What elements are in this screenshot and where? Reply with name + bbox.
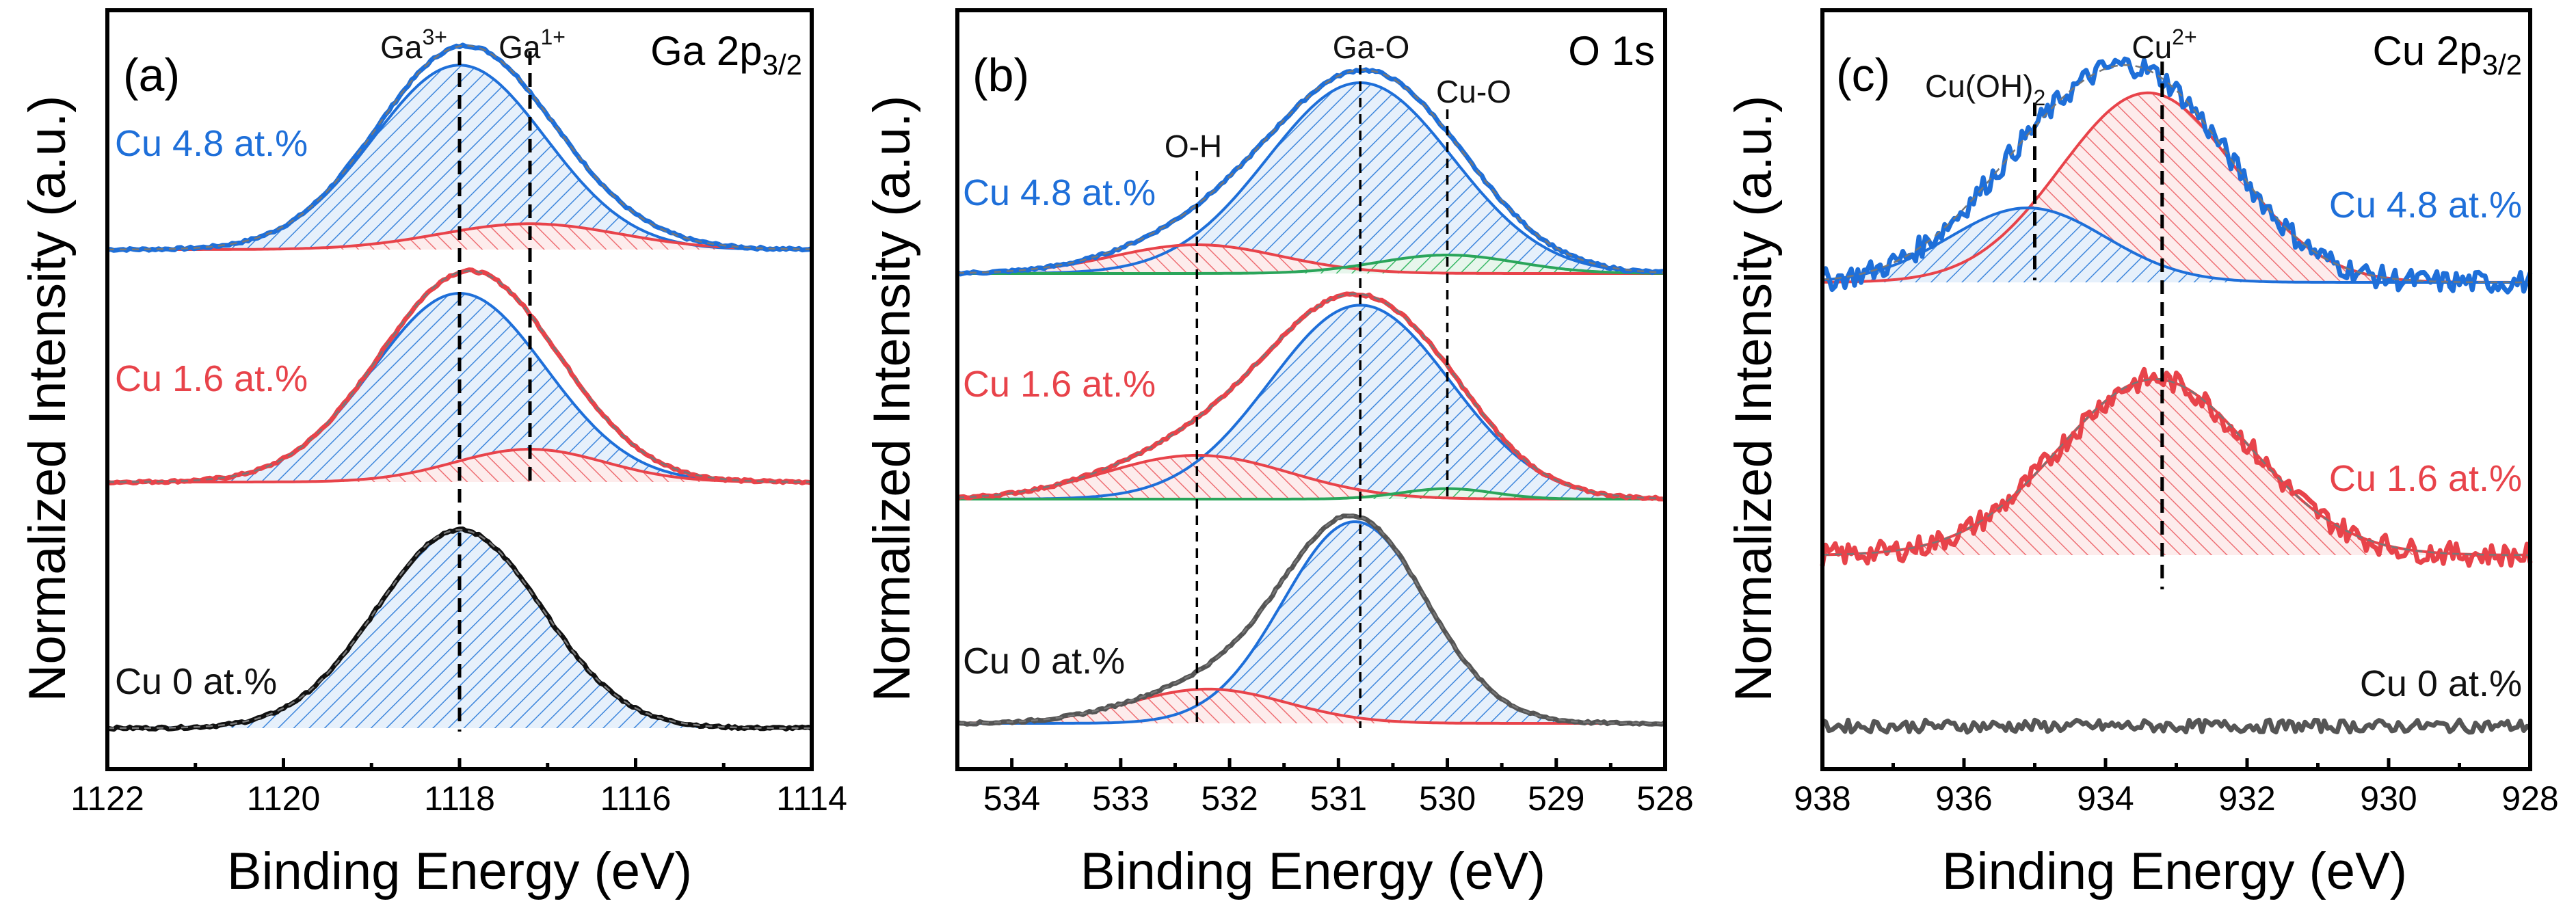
x-tick-label: 1114 xyxy=(776,779,847,818)
peak-label-cuo: Cu-O xyxy=(1436,74,1511,109)
peak-label-ga3plus-text: Ga3+ xyxy=(380,25,447,65)
panel-b-sample-label-cu0: Cu 0 at.% xyxy=(963,641,1125,682)
x-tick-label: 930 xyxy=(2360,779,2417,818)
component-fill-ga3- xyxy=(107,65,812,250)
panel-a-title-main: Ga 2p xyxy=(650,28,762,74)
panel-c-sample-label-cu0: Cu 0 at.% xyxy=(2360,663,2522,704)
panel-a-data-marks xyxy=(106,42,813,732)
ga3plus-sup: 3+ xyxy=(422,25,447,49)
y-axis-label-a: Normalized Intensity (a.u.) xyxy=(18,96,77,702)
ga3plus-main: Ga xyxy=(380,29,423,65)
component-fill-ga-o xyxy=(957,522,1665,723)
y-axis-label-c: Normalized Intensity (a.u.) xyxy=(1725,96,1783,702)
x-tick-label: 531 xyxy=(1310,779,1367,818)
panel-a-title-sub: 3/2 xyxy=(762,49,802,81)
panel-a: Normalized Intensity (a.u.) 1122 1120 1118… xyxy=(18,8,847,900)
panel-a-sample-label-cu0: Cu 0 at.% xyxy=(115,661,277,702)
component-fill-cu2- xyxy=(1822,92,2530,283)
panel-a-sample-label-cu16: Cu 1.6 at.% xyxy=(115,358,308,399)
panel-b-label: (b) xyxy=(972,49,1029,101)
peak-label-ga1plus-text: Ga1+ xyxy=(499,25,566,65)
spectrum-cu-1-6-at- xyxy=(1820,366,2533,568)
component-line-ga1- xyxy=(107,448,812,483)
cuoh2-main: Cu(OH) xyxy=(1925,68,2033,104)
peak-label-cu2plus-text: Cu2+ xyxy=(2132,25,2196,65)
component-fill-o-h xyxy=(957,455,1665,499)
fit-envelope xyxy=(107,269,812,483)
cu2plus-main: Cu xyxy=(2132,29,2172,65)
component-fill-ga1- xyxy=(107,449,812,482)
panel-a-sample-label-cu48: Cu 4.8 at.% xyxy=(115,123,308,164)
component-fill-ga-o xyxy=(957,83,1665,273)
panel-c-title-sub: 3/2 xyxy=(2482,49,2522,81)
x-tick-label: 528 xyxy=(1636,779,1693,818)
x-tick-label: 534 xyxy=(983,779,1040,818)
x-tick-label: 1122 xyxy=(70,779,144,818)
ga1plus-sup: 1+ xyxy=(540,25,565,49)
panel-a-ticks: 1122 1120 1118 1116 1114 xyxy=(70,758,847,818)
panel-c: Normalized Intensity (a.u.) 938 936 934 932… xyxy=(1725,8,2559,900)
panel-c-ticks: 938 936 934 932 930 928 xyxy=(1794,758,2559,818)
component-fill-ga-o xyxy=(957,305,1665,499)
x-tick-label: 1118 xyxy=(424,779,495,818)
peak-label-cu2plus: Cu2+ xyxy=(2132,25,2196,65)
component-fill-o-h xyxy=(957,688,1665,723)
panel-c-sample-label-cu16: Cu 1.6 at.% xyxy=(2329,458,2522,499)
peak-label-ga3plus: Ga3+ xyxy=(380,25,447,65)
spectrum-cu-0-at- xyxy=(1821,717,2532,735)
panel-c-title-main: Cu 2p xyxy=(2373,28,2482,74)
panel-a-core-level-title: Ga 2p3/2 xyxy=(650,28,802,81)
y-axis-label-b: Normalized Intensity (a.u.) xyxy=(863,96,921,702)
panel-a-label: (a) xyxy=(123,49,180,101)
panel-c-data-marks xyxy=(1820,56,2533,735)
fit-envelope xyxy=(107,44,812,251)
peak-label-oh: O-H xyxy=(1165,129,1222,164)
panel-c-core-level-title: Cu 2p3/2 xyxy=(2373,28,2523,81)
ga1plus-main: Ga xyxy=(499,29,541,65)
peak-label-cuoh2-text: Cu(OH)2 xyxy=(1925,68,2045,110)
peak-label-cuoh2: Cu(OH)2 xyxy=(1925,68,2045,110)
fit-envelope xyxy=(957,514,1665,725)
x-tick-label: 936 xyxy=(1935,779,1992,818)
panel-b-frame xyxy=(955,8,1667,771)
x-tick-label: 932 xyxy=(2218,779,2275,818)
panel-c-sample-label-cu48: Cu 4.8 at.% xyxy=(2329,185,2522,226)
x-axis-label-a: Binding Energy (eV) xyxy=(227,842,692,900)
peak-label-ga1plus: Ga1+ xyxy=(499,25,566,65)
spectrum-cu-4-8-at- xyxy=(1820,56,2533,295)
fit-envelope xyxy=(957,69,1666,274)
component-fill-cu-oh-2 xyxy=(1822,208,2530,282)
fit-envelope xyxy=(107,529,812,730)
component-fill-cu-o xyxy=(957,488,1665,499)
x-tick-label: 1120 xyxy=(247,779,321,818)
x-tick-label: 1116 xyxy=(600,779,672,818)
panel-b-data-marks xyxy=(956,65,1667,728)
panel-b-sample-label-cu48: Cu 4.8 at.% xyxy=(963,172,1156,213)
x-axis-label-c: Binding Energy (eV) xyxy=(1942,842,2407,900)
panel-b: Normalized Intensity (a.u.) 534 533 532 531… xyxy=(863,8,1694,900)
component-line-cu-o xyxy=(957,487,1665,500)
cuoh2-sub: 2 xyxy=(2033,85,2045,110)
component-line-ga-o xyxy=(957,81,1666,275)
x-tick-label: 529 xyxy=(1528,779,1584,818)
x-tick-label: 934 xyxy=(2077,779,2134,818)
panel-c-label: (c) xyxy=(1836,49,1890,101)
x-tick-label: 928 xyxy=(2501,779,2558,818)
peak-label-gao: Ga-O xyxy=(1333,29,1409,65)
x-tick-label: 533 xyxy=(1092,779,1149,818)
cu2plus-sup: 2+ xyxy=(2172,25,2196,49)
x-tick-label: 532 xyxy=(1201,779,1258,818)
x-tick-label: 530 xyxy=(1419,779,1476,818)
fit-envelope xyxy=(957,293,1666,500)
panel-b-ticks: 534 533 532 531 530 529 528 xyxy=(983,758,1694,818)
component-line-cu-o xyxy=(957,254,1665,275)
panel-b-sample-label-cu16: Cu 1.6 at.% xyxy=(963,364,1156,405)
x-axis-label-b: Binding Energy (eV) xyxy=(1080,842,1545,900)
panel-b-core-level-title: O 1s xyxy=(1568,28,1655,74)
x-tick-label: 938 xyxy=(1794,779,1850,818)
component-fill-cu-o xyxy=(957,255,1665,273)
